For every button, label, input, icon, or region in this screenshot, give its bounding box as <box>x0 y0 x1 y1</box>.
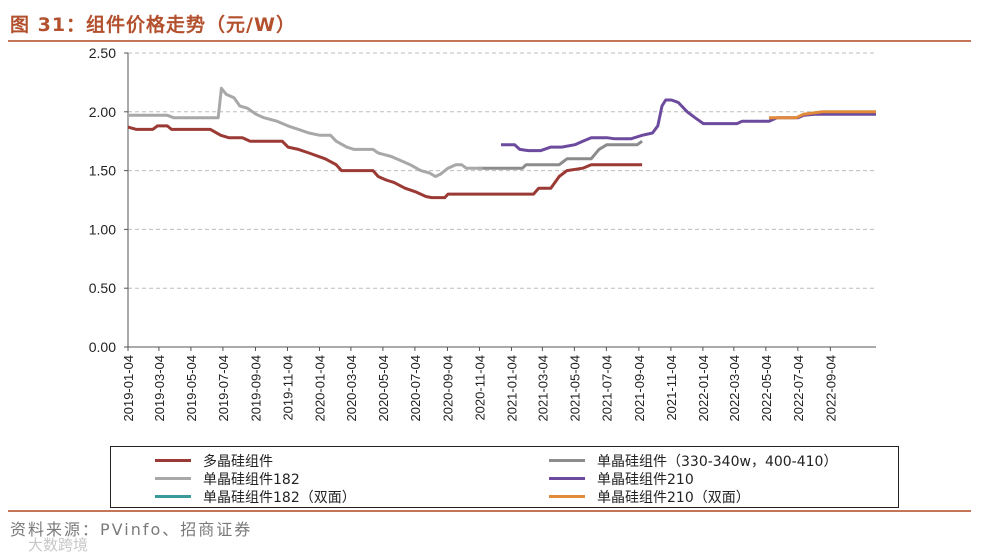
chart-title: 图 31：组件价格走势（元/W） <box>10 14 296 36</box>
x-tick-label: 2022-07-04 <box>791 355 806 422</box>
y-tick-label: 1.50 <box>89 163 116 179</box>
legend-label: 单晶硅组件210（双面） <box>597 490 750 506</box>
legend-swatch <box>155 495 191 498</box>
x-tick-label: 2019-03-04 <box>152 355 167 422</box>
legend-label: 单晶硅组件210 <box>597 472 694 488</box>
series-line <box>128 86 483 178</box>
legend-label: 单晶硅组件182 <box>203 472 300 488</box>
series-line <box>769 110 876 120</box>
x-tick-label: 2019-09-04 <box>248 355 263 422</box>
legend-swatch <box>155 459 191 462</box>
legend-swatch <box>549 459 585 462</box>
y-tick-label: 0.00 <box>89 339 116 355</box>
legend-label: 单晶硅组件（330-340w，400-410） <box>597 454 838 470</box>
x-tick-label: 2019-11-04 <box>280 355 295 421</box>
x-tick-label: 2019-05-04 <box>184 355 199 422</box>
y-axis: 0.00 0.50 1.00 1.50 2.00 2.50 <box>89 45 129 355</box>
x-tick-label: 2020-09-04 <box>440 355 455 422</box>
grid <box>128 52 876 289</box>
x-tick-label: 2021-05-04 <box>567 355 582 422</box>
y-tick-label: 0.50 <box>89 280 116 296</box>
legend-swatch <box>549 495 585 498</box>
x-axis: 2019-01-04 2019-03-04 2019-05-04 2019-07-04… <box>121 346 876 422</box>
legend: 多晶硅组件 单晶硅组件182 单晶硅组件182（双面） 单晶硅组件（330-34… <box>110 446 899 508</box>
x-tick-label: 2019-01-04 <box>121 355 136 422</box>
legend-label: 单晶硅组件182（双面） <box>203 490 356 506</box>
footer-rule <box>8 510 971 512</box>
y-tick-label: 2.50 <box>89 45 116 61</box>
series-line <box>477 139 643 170</box>
x-tick-label: 2021-07-04 <box>599 355 614 422</box>
x-tick-label: 2020-11-04 <box>472 355 487 421</box>
x-tick-label: 2020-05-04 <box>376 355 391 422</box>
legend-swatch <box>155 477 191 480</box>
x-tick-label: 2021-11-04 <box>664 355 679 421</box>
series-line <box>501 98 876 153</box>
legend-label: 多晶硅组件 <box>203 454 273 470</box>
title-rule <box>8 40 971 42</box>
x-tick-label: 2022-05-04 <box>759 355 774 422</box>
x-tick-label: 2022-03-04 <box>727 355 742 422</box>
watermark: 大数跨境 <box>28 536 89 554</box>
x-tick-label: 2021-01-04 <box>504 355 519 422</box>
x-tick-label: 2021-09-04 <box>632 355 647 422</box>
source-note: 资料来源：PVinfo、招商证券 <box>10 520 253 539</box>
x-tick-label: 2020-01-04 <box>312 355 327 422</box>
x-tick-label: 2021-03-04 <box>535 355 550 422</box>
series-line <box>127 124 643 200</box>
x-tick-label: 2022-09-04 <box>823 355 838 422</box>
y-tick-label: 1.00 <box>89 221 116 237</box>
x-tick-label: 2020-07-04 <box>408 355 423 422</box>
legend-swatch <box>549 477 585 480</box>
x-tick-label: 2022-01-04 <box>696 355 711 422</box>
y-tick-label: 2.00 <box>89 104 116 120</box>
x-tick-label: 2019-07-04 <box>216 355 231 422</box>
x-tick-label: 2020-03-04 <box>344 355 359 422</box>
series-lines <box>127 86 876 200</box>
